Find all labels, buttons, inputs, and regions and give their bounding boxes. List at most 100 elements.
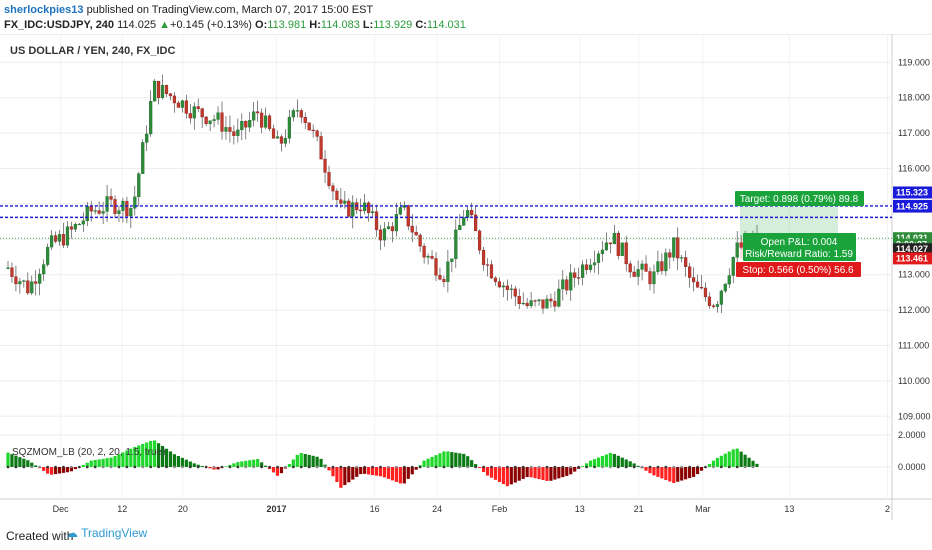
momentum-bar [533, 467, 537, 479]
candle [283, 129, 288, 148]
momentum-bar [446, 451, 450, 467]
momentum-bar [73, 467, 77, 470]
momentum-bar [513, 467, 517, 483]
price-change: +0.145 (+0.13%) [170, 19, 252, 31]
momentum-bar [34, 465, 38, 467]
candle [485, 258, 490, 277]
pnl-box[interactable]: Open P&L: 0.004 Risk/Reward Ratio: 1.59 [743, 233, 856, 261]
candle [501, 281, 505, 298]
momentum-bar [588, 460, 593, 467]
candle [517, 288, 521, 310]
momentum-bar [529, 467, 533, 478]
momentum-bar [319, 458, 323, 467]
y-tick-label: 109.000 [898, 411, 931, 421]
candle [688, 263, 692, 288]
candle [216, 106, 220, 125]
momentum-bar [61, 467, 66, 473]
candle [596, 250, 601, 275]
candle [382, 222, 387, 247]
momentum-bar [224, 466, 228, 467]
last-price: 114.025 [117, 19, 157, 31]
momentum-bar [331, 467, 335, 477]
candle [573, 267, 577, 288]
momentum-bar [557, 467, 561, 479]
author-link[interactable]: sherlockpies13 [4, 4, 84, 16]
momentum-bar [303, 453, 307, 467]
momentum-bar [390, 467, 395, 481]
candle [549, 293, 553, 308]
candle [537, 298, 541, 306]
candle [664, 248, 668, 276]
momentum-bar [172, 454, 177, 467]
momentum-bar [10, 454, 14, 467]
publish-info: published on TradingView.com, March 07, … [86, 4, 374, 16]
price-chart[interactable]: 119.000118.000117.000116.000115.000114.0… [0, 33, 932, 520]
candle [640, 260, 644, 281]
momentum-bar [6, 452, 10, 467]
momentum-bar [65, 467, 70, 473]
momentum-bar [462, 453, 466, 467]
momentum-bar [648, 467, 652, 474]
momentum-bar [69, 467, 74, 472]
pnl-label: Open P&L: 0.004 [761, 237, 838, 248]
momentum-bar [525, 467, 529, 478]
cloud-icon: ☁ [66, 526, 78, 540]
momentum-bar [711, 460, 716, 467]
candle [410, 213, 414, 243]
open-label: O: [255, 19, 268, 31]
stop-label: Stop: 0.566 (0.50%) 56.6 [742, 265, 854, 276]
candle [81, 212, 85, 233]
candle [311, 124, 315, 138]
momentum-bar [616, 455, 620, 467]
candle [680, 254, 684, 263]
chart-area[interactable]: 119.000118.000117.000116.000115.000114.0… [0, 33, 932, 520]
candle [101, 201, 105, 225]
momentum-bar [509, 467, 513, 485]
candle [426, 253, 430, 265]
candle [236, 118, 240, 143]
momentum-bar [604, 454, 609, 467]
low-value: 113.929 [373, 19, 413, 31]
momentum-bar [755, 463, 759, 467]
candle [632, 265, 636, 277]
momentum-bar [141, 443, 145, 467]
candle [489, 260, 494, 279]
up-arrow-icon: ▲ [159, 19, 171, 31]
candle [105, 184, 109, 223]
candle [42, 259, 46, 281]
candle [367, 201, 371, 222]
candle [61, 222, 66, 249]
indicator-layer [0, 434, 892, 488]
momentum-bar [695, 467, 700, 475]
candle [307, 122, 311, 131]
candle [672, 237, 676, 262]
stop-box[interactable]: Stop: 0.566 (0.50%) 56.6 [736, 262, 861, 277]
candle [608, 242, 612, 254]
momentum-bar [707, 464, 712, 467]
momentum-bar [89, 460, 93, 467]
candle [65, 220, 70, 249]
momentum-bar [145, 442, 149, 467]
momentum-bar [14, 455, 18, 467]
candle [97, 201, 101, 216]
momentum-bar [109, 457, 113, 467]
momentum-bar [125, 450, 129, 467]
momentum-bar [49, 467, 54, 475]
tradingview-logo-link[interactable]: ☁ TradingView [66, 526, 147, 540]
chart-header: sherlockpies13 published on TradingView.… [0, 0, 932, 34]
candle [462, 209, 466, 227]
candle [228, 115, 232, 143]
candle [454, 219, 458, 269]
indicator-tick-label: 2.0000 [898, 430, 926, 440]
momentum-bar [275, 467, 280, 476]
candle [327, 165, 331, 190]
candle [711, 303, 716, 309]
momentum-bar [684, 467, 688, 480]
y-tick-label: 111.000 [898, 341, 929, 351]
x-tick-label: 24 [432, 504, 442, 514]
candle [624, 235, 628, 272]
target-box[interactable]: Target: 0.898 (0.79%) 89.8 [735, 191, 864, 206]
candle [557, 279, 561, 308]
candle [699, 274, 704, 290]
momentum-bar [430, 456, 434, 467]
